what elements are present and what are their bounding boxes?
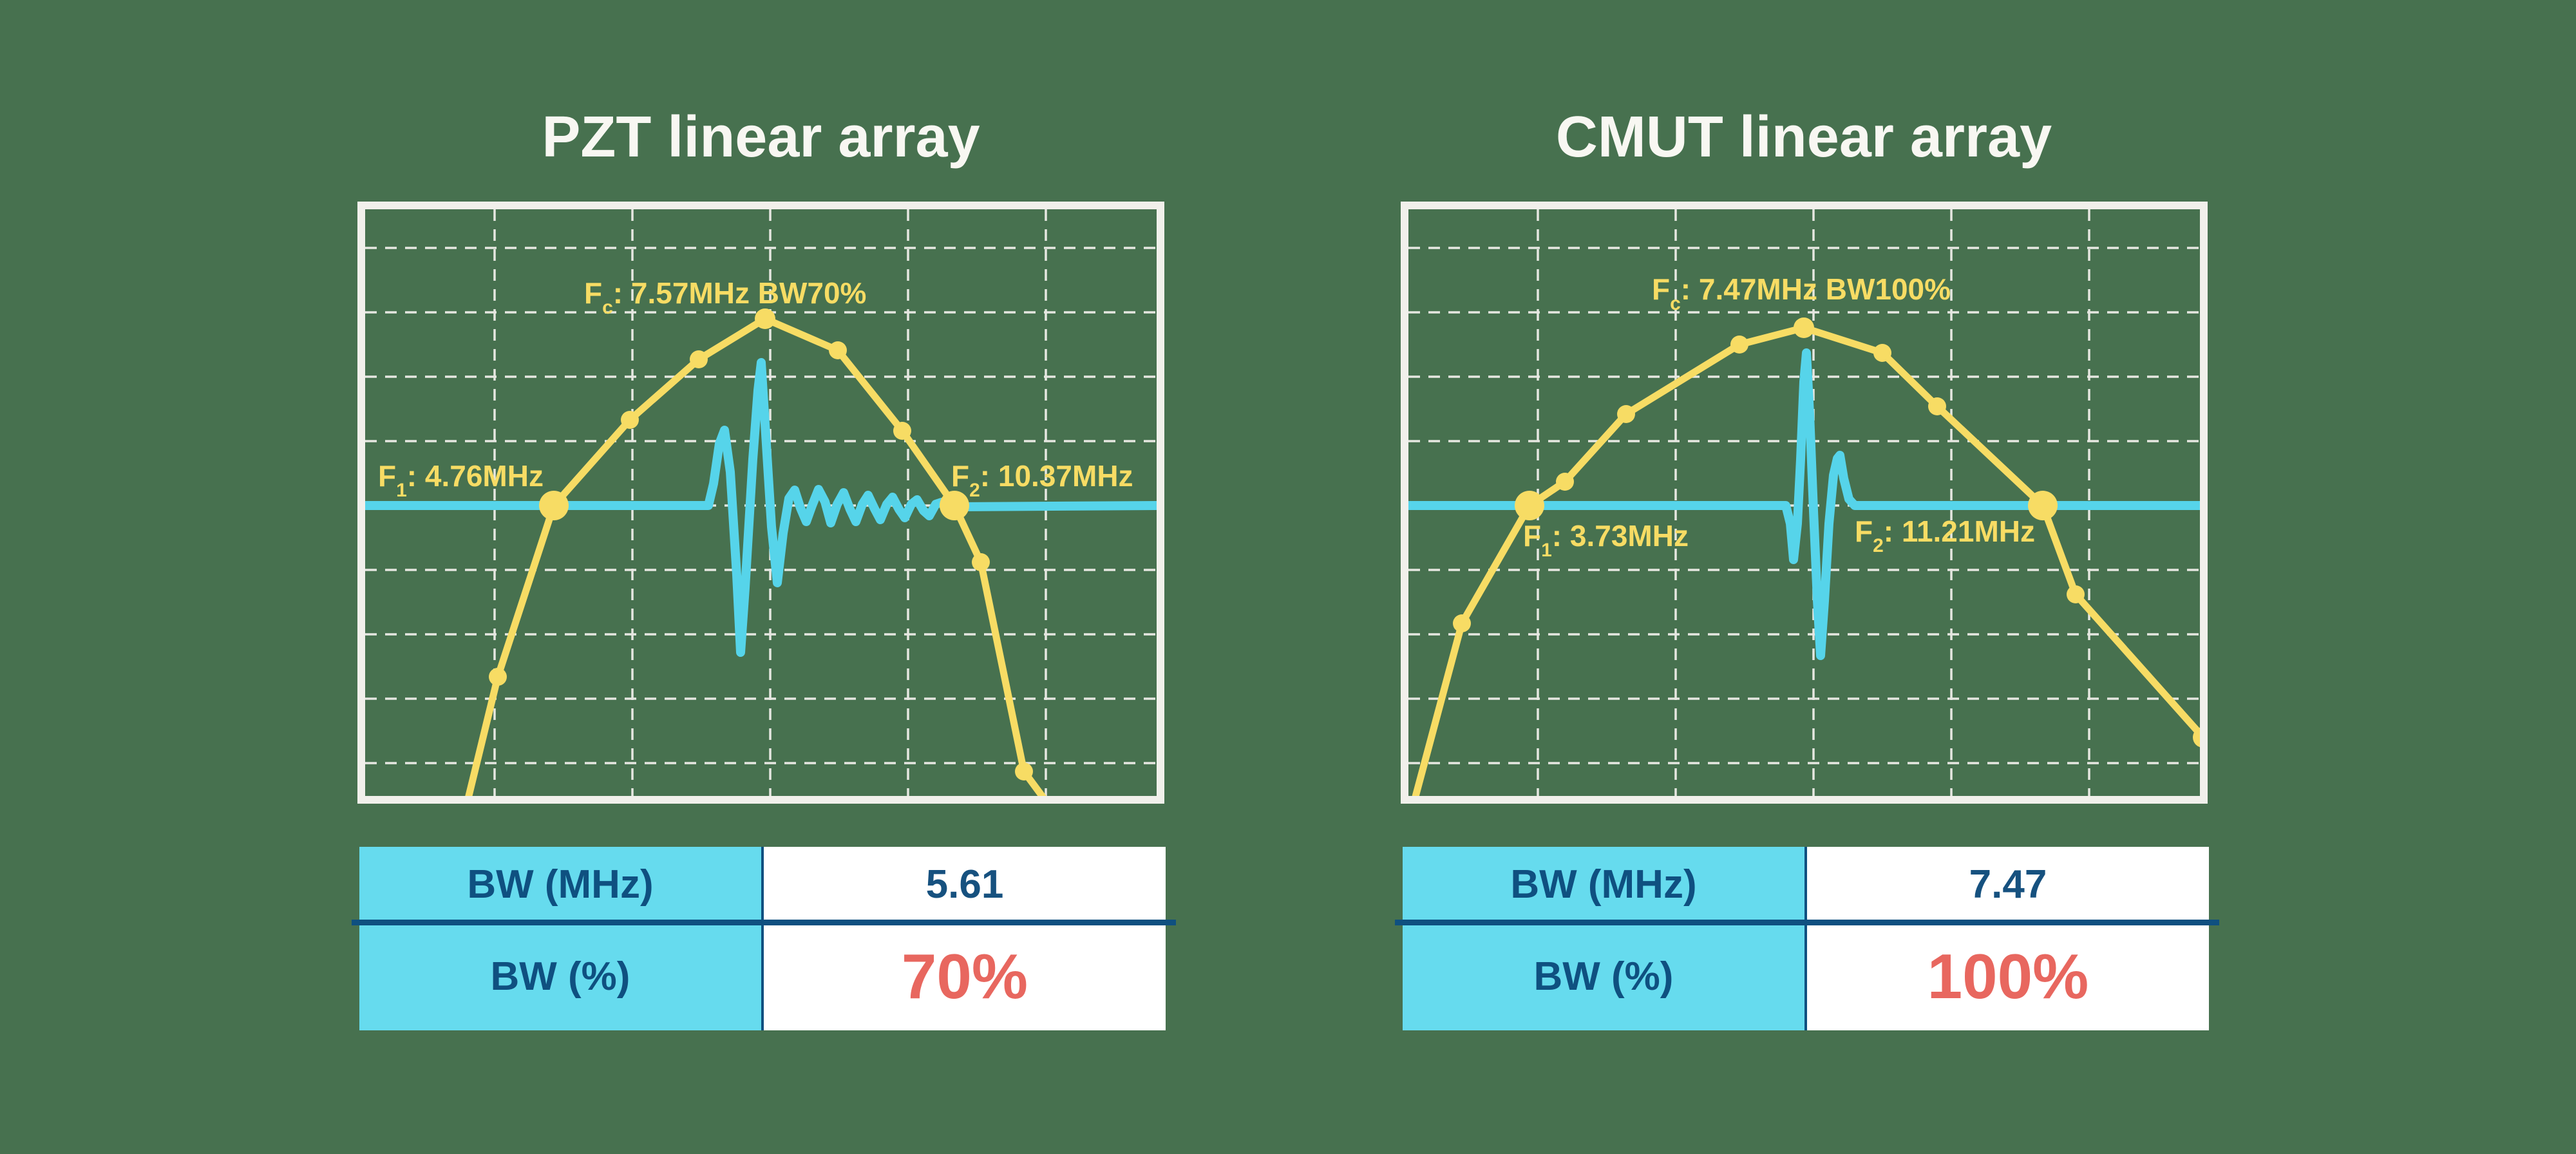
data-point-marker bbox=[755, 308, 775, 329]
data-point-marker bbox=[489, 668, 507, 686]
data-point-marker bbox=[621, 411, 639, 429]
table-value-cell-highlight: 70% bbox=[764, 922, 1166, 1030]
data-point-marker bbox=[690, 350, 708, 368]
data-point-marker bbox=[2067, 585, 2085, 603]
chart-svg: Fc: 7.57MHz BW70%F1: 4.76MHz F2: 10.37MHz bbox=[357, 202, 1164, 804]
data-point-marker bbox=[972, 553, 990, 571]
data-point-marker bbox=[1730, 336, 1748, 354]
spectrum-curve bbox=[1412, 324, 2200, 796]
table-row: BW (MHz) 7.47 bbox=[1403, 847, 2209, 922]
data-point-marker bbox=[1515, 491, 1544, 520]
f2-annotation: F2: 10.37MHz bbox=[951, 459, 1133, 501]
plot-area bbox=[1408, 317, 2200, 796]
data-point-marker bbox=[1794, 317, 1814, 338]
f1-annotation: F1: 4.76MHz bbox=[378, 459, 544, 501]
table-header-cell: BW (%) bbox=[1403, 922, 1807, 1030]
f1-annotation: F1: 3.73MHz bbox=[1523, 519, 1689, 561]
table-header-cell: BW (MHz) bbox=[359, 847, 764, 922]
chart-frame bbox=[357, 202, 1164, 804]
annotation-subscript: 2 bbox=[1873, 535, 1884, 556]
table-divider-line bbox=[352, 920, 1176, 925]
chart-frame bbox=[1401, 202, 2208, 804]
annotation-subscript: 2 bbox=[969, 480, 980, 501]
pulse-waveform bbox=[1408, 348, 2200, 660]
data-point-marker bbox=[1015, 762, 1033, 780]
table-divider-line bbox=[1395, 920, 2219, 925]
table-row: BW (%) 100% bbox=[1403, 922, 2209, 1030]
table-value-cell: 7.47 bbox=[1807, 847, 2209, 922]
chart-svg: Fc: 7.47MHz BW100% F1: 3.73MHz F2: 11.21MH… bbox=[1401, 202, 2208, 804]
data-point-marker bbox=[1617, 405, 1635, 423]
annotation-text: : 3.73MHz bbox=[1552, 519, 1689, 553]
panel-title-cmut: CMUT linear array bbox=[1555, 105, 2052, 169]
annotation-subscript: c bbox=[602, 297, 613, 318]
cmut-bw-table: BW (MHz) 7.47 BW (%) 100% bbox=[1395, 847, 2219, 1030]
annotation-subscript: c bbox=[1670, 293, 1681, 314]
data-point-marker bbox=[1556, 473, 1574, 491]
table-header-cell: BW (%) bbox=[359, 922, 764, 1030]
data-point-marker bbox=[1453, 614, 1471, 632]
cmut-spectrum-chart: Fc: 7.47MHz BW100% F1: 3.73MHz F2: 11.21MH… bbox=[1401, 202, 2208, 804]
annotation-text: : 7.47MHz BW100% bbox=[1681, 272, 1951, 306]
annotation-text: : 4.76MHz bbox=[407, 459, 544, 493]
pzt-bw-table: BW (MHz) 5.61 BW (%) 70% bbox=[352, 847, 1176, 1030]
data-point-marker bbox=[2193, 727, 2200, 748]
data-point-marker bbox=[1928, 397, 1946, 415]
table-value-cell-highlight: 100% bbox=[1807, 922, 2209, 1030]
pzt-spectrum-chart: Fc: 7.57MHz BW70% F1: 4.76MHz F2: 10.37MHz bbox=[357, 202, 1164, 804]
data-point-marker bbox=[940, 491, 969, 520]
annotation-subscript: 1 bbox=[1541, 540, 1552, 561]
data-point-marker bbox=[829, 341, 847, 359]
data-point-marker bbox=[2028, 491, 2058, 520]
data-point-marker bbox=[1873, 344, 1891, 362]
data-point-marker bbox=[893, 422, 911, 440]
data-point-marker bbox=[539, 491, 569, 520]
annotation-text: : 7.57MHz BW70% bbox=[613, 276, 867, 310]
table-value-cell: 5.61 bbox=[764, 847, 1166, 922]
table-row: BW (%) 70% bbox=[359, 922, 1166, 1030]
table-row: BW (MHz) 5.61 bbox=[359, 847, 1166, 922]
table-header-cell: BW (MHz) bbox=[1403, 847, 1807, 922]
annotation-text: : 11.21MHz bbox=[1884, 515, 2035, 548]
pulse-waveform bbox=[365, 358, 1157, 657]
annotation-subscript: 1 bbox=[396, 480, 407, 501]
f2-annotation: F2: 11.21MHz bbox=[1855, 515, 2035, 556]
spectrum-curve bbox=[465, 315, 1046, 796]
annotation-text: : 10.37MHz bbox=[980, 459, 1133, 493]
plot-area bbox=[365, 308, 1157, 796]
fc-annotation: Fc: 7.47MHz BW100% bbox=[1652, 272, 1951, 314]
panel-title-pzt: PZT linear array bbox=[542, 105, 980, 169]
